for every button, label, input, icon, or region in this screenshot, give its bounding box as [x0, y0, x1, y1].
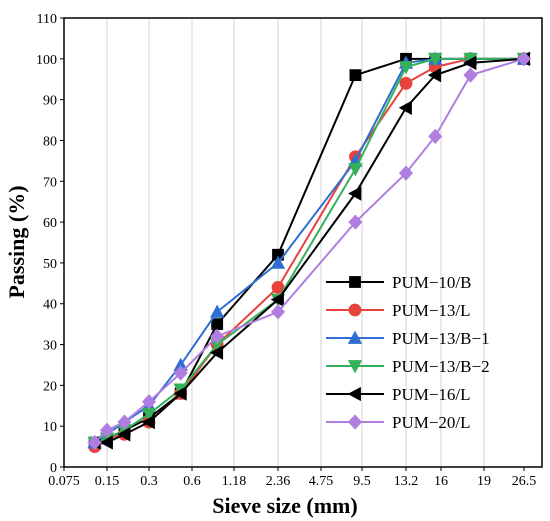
- data-point: [117, 427, 131, 442]
- x-tick-label: 16: [434, 474, 448, 489]
- data-point: [348, 214, 363, 230]
- legend-marker: [347, 330, 363, 344]
- legend: PUM−10/B PUM−13/L PUM−13/B−1 PUM−13/B−2 PUM−…: [326, 273, 490, 432]
- data-point: [270, 255, 286, 269]
- legend-label: PUM−10/B: [392, 273, 472, 292]
- data-point: [210, 328, 225, 344]
- data-point: [173, 365, 188, 381]
- series-layer: [87, 51, 532, 453]
- data-point: [398, 61, 414, 75]
- data-point: [399, 76, 413, 90]
- series-6: [87, 51, 532, 451]
- data-point: [173, 386, 187, 401]
- y-tick-label: 20: [43, 379, 57, 394]
- legend-label: PUM−13/B−2: [392, 357, 490, 376]
- data-point: [270, 292, 284, 307]
- data-point: [398, 100, 412, 115]
- y-tick-label: 10: [43, 420, 57, 435]
- x-tick-label: 4.75: [309, 474, 334, 489]
- legend-item: PUM−20/L: [326, 413, 471, 432]
- y-tick-label: 60: [43, 216, 57, 231]
- y-axis-title: Passing (%): [4, 185, 29, 298]
- legend-marker: [347, 414, 363, 430]
- data-point: [463, 55, 477, 71]
- y-tick-label: 30: [43, 339, 57, 354]
- data-point: [141, 414, 155, 430]
- x-axis-title: Sieve size (mm): [212, 493, 357, 518]
- y-tick-label: 50: [43, 257, 57, 272]
- plot-frame: [63, 17, 543, 468]
- y-tick-label: 70: [43, 175, 57, 190]
- y-tick-label: 90: [43, 94, 57, 109]
- data-point: [428, 52, 443, 67]
- x-tick-label: 0.6: [183, 474, 201, 489]
- data-point: [99, 435, 113, 450]
- x-tick-label: 0.15: [95, 474, 120, 489]
- data-point: [398, 165, 414, 181]
- data-point: [270, 304, 286, 320]
- x-tick-label: 9.5: [353, 474, 371, 489]
- vertical-gridlines: [106, 18, 485, 467]
- legend-label: PUM−13/B−1: [392, 329, 490, 348]
- data-point: [463, 67, 478, 83]
- data-point: [271, 280, 285, 294]
- data-point: [210, 304, 225, 318]
- data-point: [211, 318, 224, 331]
- data-point: [349, 69, 362, 82]
- data-point: [348, 163, 363, 177]
- x-tick-label: 1.18: [222, 474, 247, 489]
- y-tick-label: 110: [37, 12, 57, 27]
- x-tick-label: 2.36: [266, 474, 291, 489]
- legend-marker: [347, 360, 363, 374]
- legend-item: PUM−13/B−1: [326, 329, 490, 348]
- x-tick-label: 0.075: [48, 474, 80, 489]
- data-point: [99, 422, 115, 438]
- legend-item: PUM−13/B−2: [326, 357, 490, 376]
- legend-label: PUM−13/L: [392, 301, 471, 320]
- legend-marker: [348, 303, 362, 317]
- x-tick-label: 19: [477, 474, 491, 489]
- y-tick-label: 80: [43, 134, 57, 149]
- y-axis-ticks: 0 10 20 30 40 50 60 70 80 90 100 110: [36, 12, 64, 476]
- data-point: [348, 186, 362, 201]
- legend-item: PUM−16/L: [326, 385, 471, 404]
- x-tick-label: 0.3: [140, 474, 158, 489]
- data-point: [209, 345, 224, 360]
- data-point: [427, 67, 442, 83]
- x-tick-label: 26.5: [512, 474, 537, 489]
- legend-item: PUM−13/L: [326, 301, 471, 320]
- legend-label: PUM−20/L: [392, 413, 471, 432]
- data-point: [516, 51, 532, 67]
- x-axis-ticks: 0.075 0.15 0.3 0.6 1.18 2.36 4.75 9.5 13.2 16 19 26…: [48, 467, 536, 489]
- x-tick-label: 13.2: [394, 474, 419, 489]
- data-point: [87, 434, 102, 451]
- legend-label: PUM−16/L: [392, 385, 471, 404]
- data-point: [117, 414, 132, 430]
- y-tick-label: 100: [36, 53, 57, 68]
- y-tick-label: 40: [43, 298, 57, 313]
- data-point: [141, 394, 157, 410]
- legend-marker: [347, 386, 361, 402]
- legend-marker: [349, 276, 361, 288]
- y-tick-label: 0: [50, 461, 57, 476]
- legend-item: PUM−10/B: [326, 273, 472, 292]
- data-point: [428, 128, 443, 144]
